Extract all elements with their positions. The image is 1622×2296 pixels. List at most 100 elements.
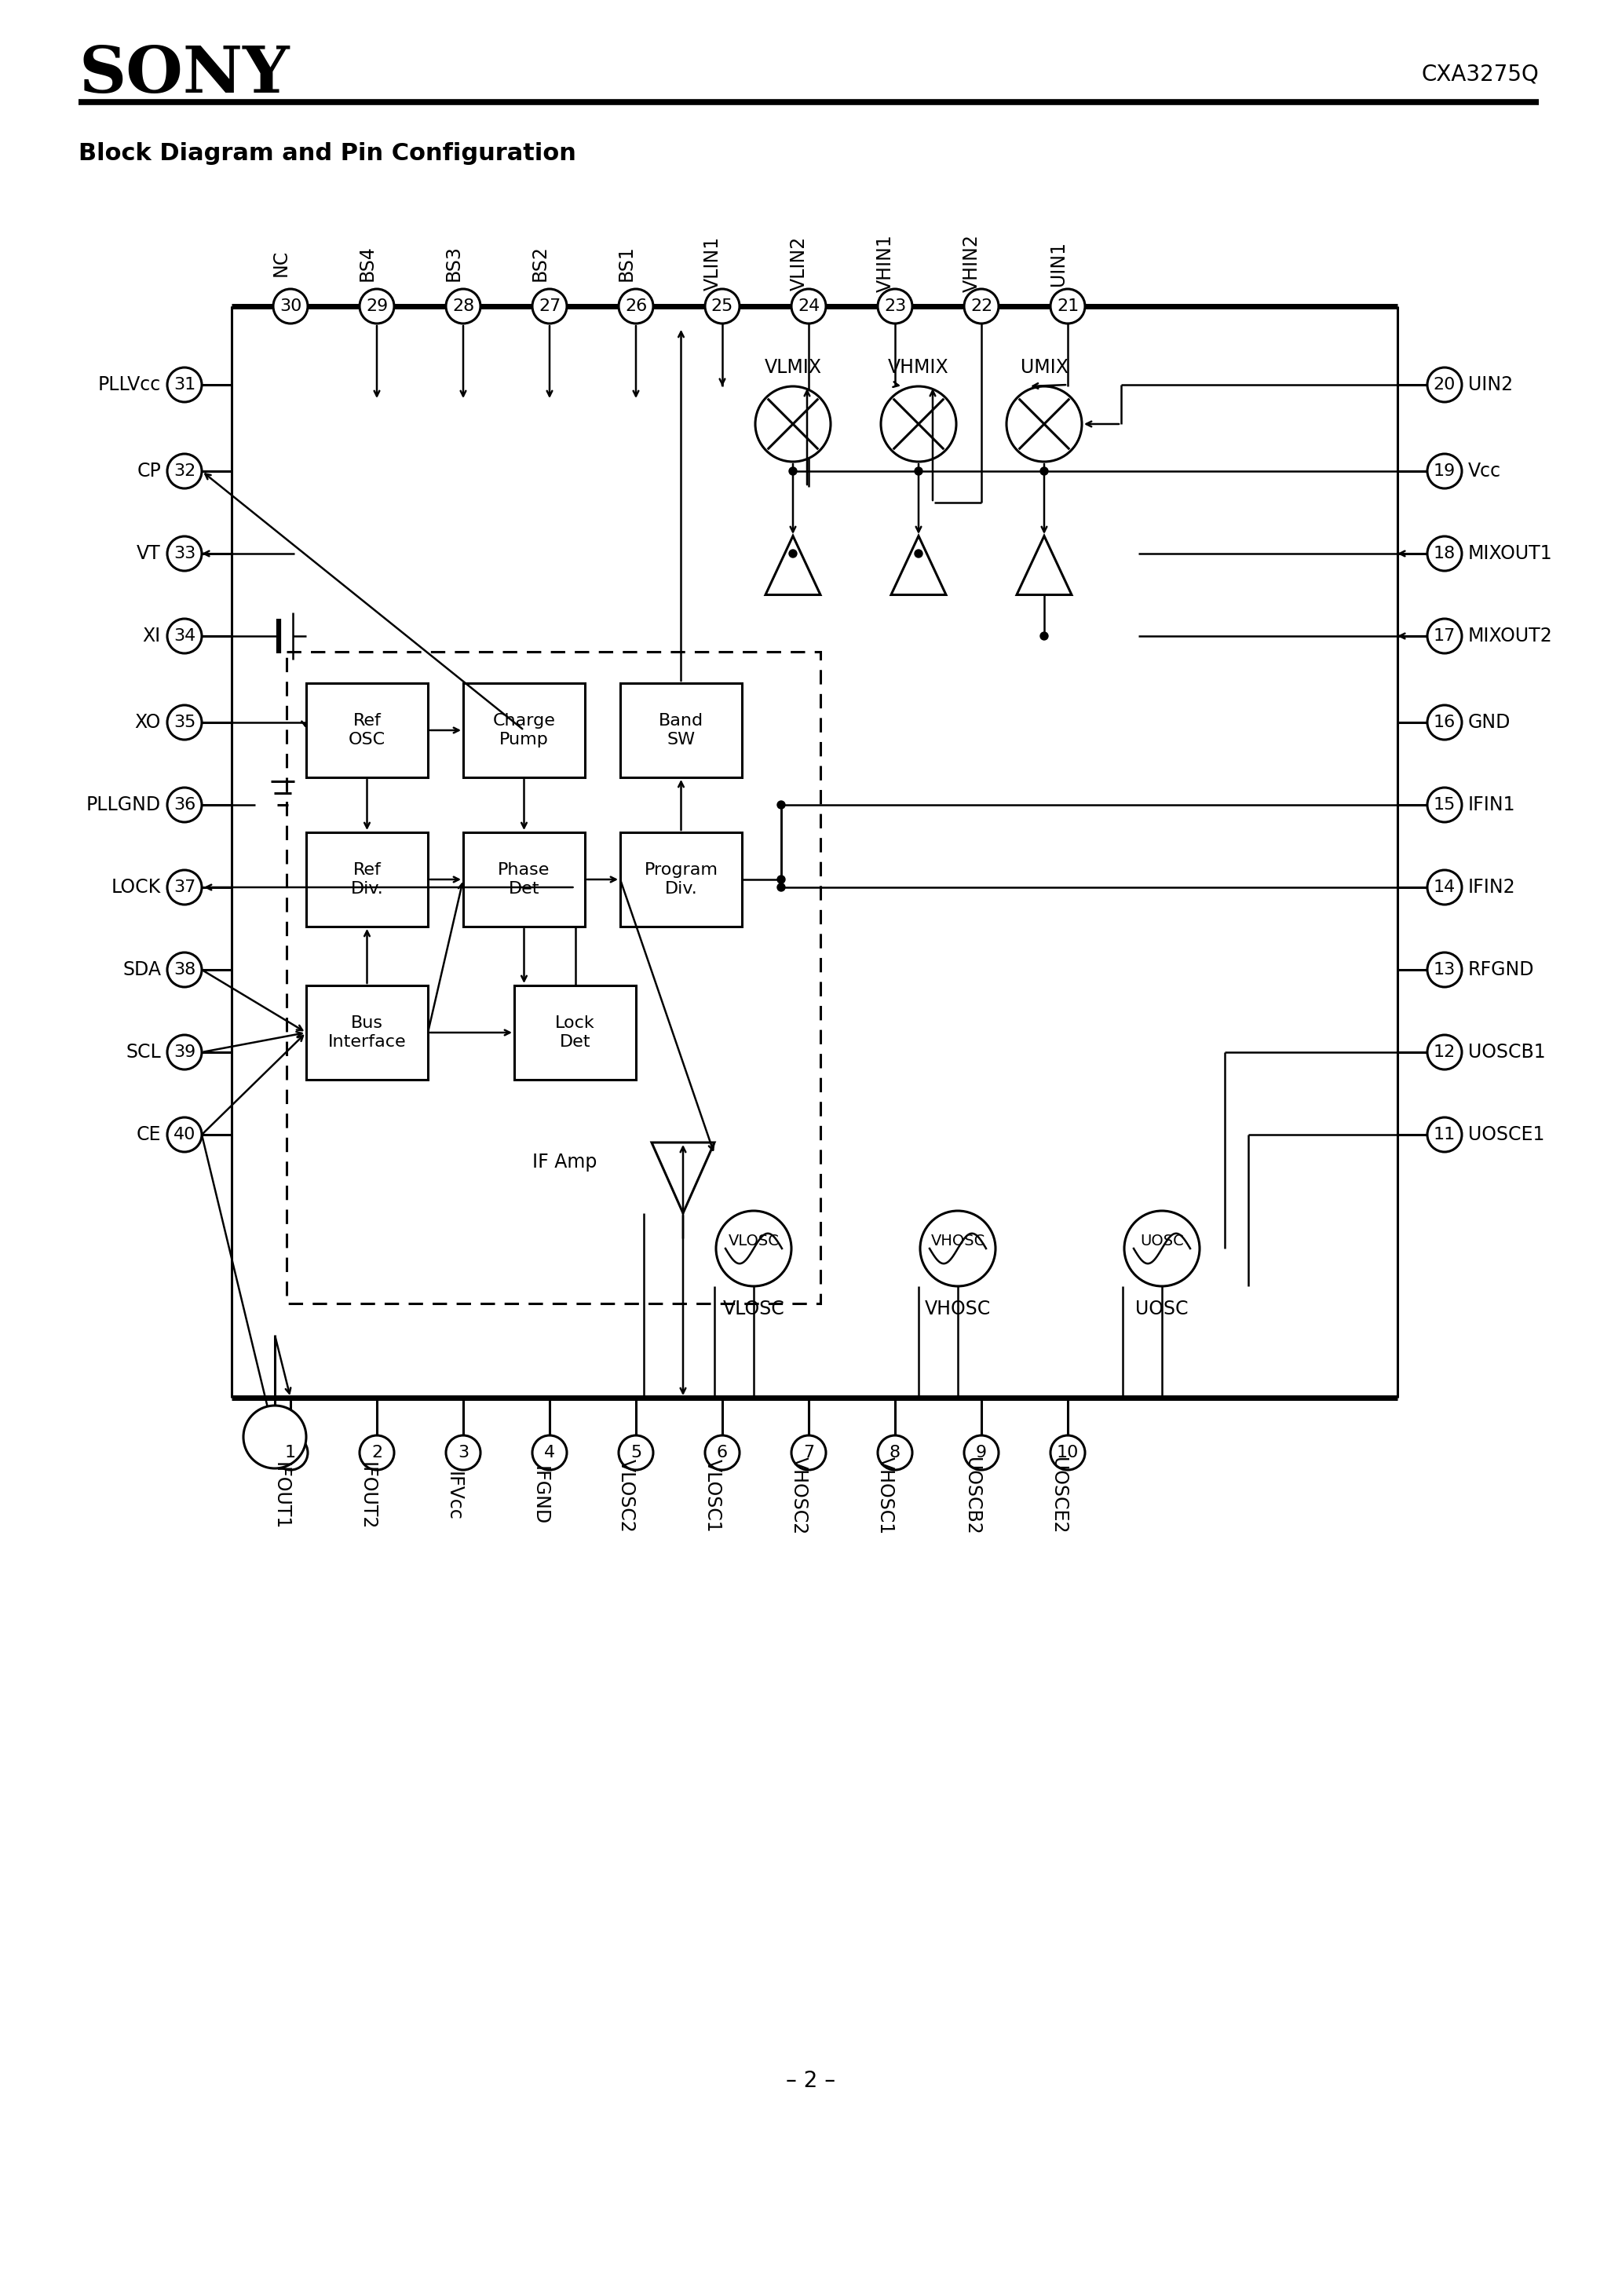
Text: 33: 33 [174, 546, 196, 563]
Text: IFGND: IFGND [530, 1467, 550, 1525]
Circle shape [618, 1435, 654, 1469]
Text: VT: VT [136, 544, 161, 563]
Text: BS2: BS2 [530, 246, 550, 280]
Text: CP: CP [136, 461, 161, 480]
Text: Ref
Div.: Ref Div. [350, 863, 383, 895]
Circle shape [1427, 537, 1461, 572]
Text: 25: 25 [710, 298, 733, 315]
Text: 39: 39 [174, 1045, 196, 1061]
Circle shape [243, 1405, 307, 1469]
Text: 35: 35 [174, 714, 196, 730]
Circle shape [1040, 631, 1048, 641]
Text: – 2 –: – 2 – [787, 2071, 835, 2092]
Text: 23: 23 [884, 298, 907, 315]
Text: 15: 15 [1434, 797, 1455, 813]
Text: LOCK: LOCK [112, 877, 161, 898]
Circle shape [881, 386, 957, 461]
Polygon shape [766, 535, 821, 595]
Circle shape [756, 386, 830, 461]
Polygon shape [1017, 535, 1072, 595]
Circle shape [167, 537, 201, 572]
Text: 1: 1 [285, 1444, 297, 1460]
Text: 16: 16 [1434, 714, 1455, 730]
Text: VLOSC: VLOSC [728, 1233, 779, 1249]
Circle shape [1427, 870, 1461, 905]
Text: UMIX: UMIX [1020, 358, 1067, 377]
Circle shape [1051, 289, 1085, 324]
Circle shape [618, 289, 654, 324]
Text: NC: NC [271, 250, 290, 276]
Text: VHOSC: VHOSC [931, 1233, 985, 1249]
Text: 21: 21 [1056, 298, 1079, 315]
Text: RFGND: RFGND [1468, 960, 1534, 978]
Text: 4: 4 [543, 1444, 555, 1460]
Circle shape [167, 1035, 201, 1070]
Circle shape [446, 289, 480, 324]
Text: 26: 26 [624, 298, 647, 315]
Text: 31: 31 [174, 377, 196, 393]
Text: Phase
Det: Phase Det [498, 863, 550, 895]
Text: BS1: BS1 [616, 246, 636, 280]
Text: UIN1: UIN1 [1049, 241, 1067, 285]
Text: Bus
Interface: Bus Interface [328, 1015, 406, 1049]
Circle shape [1427, 1035, 1461, 1070]
Text: Lock
Det: Lock Det [555, 1015, 595, 1049]
Text: Band
SW: Band SW [659, 714, 704, 746]
Circle shape [706, 289, 740, 324]
Text: Ref
OSC: Ref OSC [349, 714, 386, 746]
Text: UOSCB1: UOSCB1 [1468, 1042, 1546, 1061]
Text: 22: 22 [970, 298, 993, 315]
Polygon shape [652, 1143, 714, 1212]
Text: 13: 13 [1434, 962, 1455, 978]
Circle shape [272, 289, 308, 324]
Text: Program
Div.: Program Div. [644, 863, 719, 895]
Bar [287, 652, 821, 1304]
Text: PLLGND: PLLGND [86, 794, 161, 815]
Text: CXA3275Q: CXA3275Q [1421, 64, 1539, 85]
Text: 5: 5 [631, 1444, 642, 1460]
Text: GND: GND [1468, 714, 1510, 732]
Text: VLMIX: VLMIX [764, 358, 822, 377]
Text: Vcc: Vcc [1468, 461, 1502, 480]
Text: 10: 10 [1056, 1444, 1079, 1460]
Circle shape [1427, 367, 1461, 402]
Bar [514, 985, 636, 1079]
Text: BS3: BS3 [444, 246, 464, 280]
Bar [307, 833, 428, 928]
Circle shape [1427, 455, 1461, 489]
Text: 19: 19 [1434, 464, 1455, 480]
Circle shape [915, 466, 923, 475]
Text: 20: 20 [1434, 377, 1455, 393]
Circle shape [788, 466, 796, 475]
Bar [620, 833, 741, 928]
Circle shape [272, 1435, 308, 1469]
Text: IFIN1: IFIN1 [1468, 794, 1515, 815]
Circle shape [1040, 466, 1048, 475]
Circle shape [915, 549, 923, 558]
Text: Block Diagram and Pin Configuration: Block Diagram and Pin Configuration [78, 142, 576, 165]
Text: VHIN1: VHIN1 [876, 234, 895, 292]
Text: XI: XI [143, 627, 161, 645]
Circle shape [360, 1435, 394, 1469]
Circle shape [167, 788, 201, 822]
Text: 29: 29 [365, 298, 388, 315]
Text: MIXOUT1: MIXOUT1 [1468, 544, 1552, 563]
Bar [620, 684, 741, 778]
Circle shape [706, 1435, 740, 1469]
Text: IF Amp: IF Amp [532, 1153, 597, 1171]
Text: 6: 6 [717, 1444, 728, 1460]
Text: 12: 12 [1434, 1045, 1455, 1061]
Circle shape [792, 289, 826, 324]
Text: VLOSC1: VLOSC1 [704, 1458, 722, 1534]
Text: 28: 28 [453, 298, 474, 315]
Text: UOSCB2: UOSCB2 [962, 1458, 981, 1534]
Circle shape [532, 1435, 566, 1469]
Circle shape [167, 455, 201, 489]
Text: VLOSC: VLOSC [723, 1300, 785, 1318]
Circle shape [878, 1435, 912, 1469]
Text: UOSC: UOSC [1140, 1233, 1184, 1249]
Text: 3: 3 [457, 1444, 469, 1460]
Text: UOSCE1: UOSCE1 [1468, 1125, 1544, 1143]
Bar [307, 684, 428, 778]
Text: SONY: SONY [78, 44, 289, 106]
